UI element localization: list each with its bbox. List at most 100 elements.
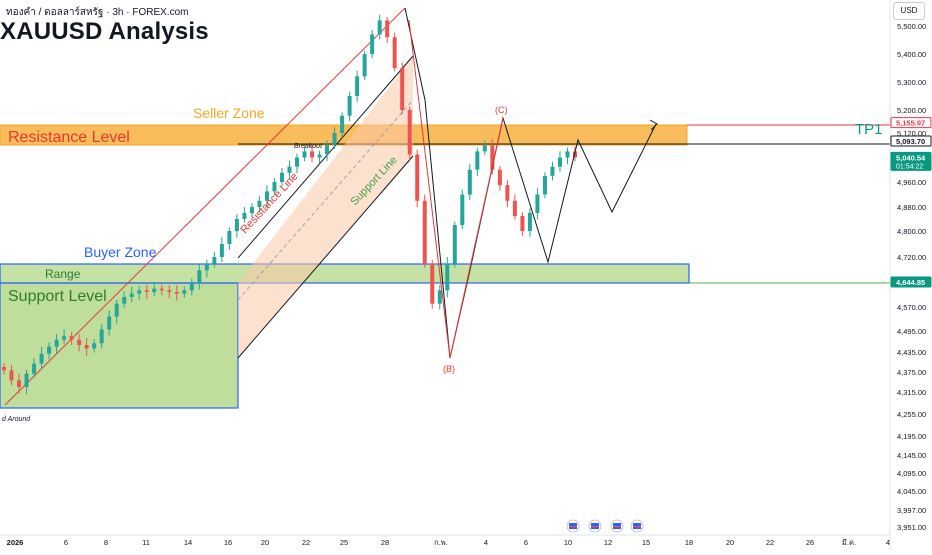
y-tick-label: 4,375.00 — [897, 368, 926, 377]
candle-body — [437, 290, 442, 304]
candle — [77, 334, 82, 352]
candle — [452, 221, 457, 268]
seller-zone-label: Seller Zone — [193, 105, 265, 121]
price-tag-box — [890, 276, 932, 288]
candle — [422, 194, 427, 268]
candle-body — [542, 175, 547, 195]
y-tick-label: 5,200.00 — [897, 106, 926, 115]
candle — [144, 285, 149, 299]
channel-lower-line — [237, 155, 414, 359]
candle — [24, 369, 29, 395]
currency-button[interactable]: USD — [893, 2, 925, 20]
candle — [310, 145, 315, 163]
price-tag-label: 5,155.97 — [896, 119, 925, 128]
candle — [212, 251, 217, 268]
candle — [400, 62, 405, 115]
candle — [505, 180, 510, 208]
y-tick-label: 4,880.00 — [897, 203, 926, 212]
candle-body — [272, 182, 277, 192]
candle-body — [227, 231, 232, 244]
candle-body — [84, 345, 89, 349]
x-tick-label: 22 — [302, 538, 310, 547]
candle — [460, 189, 465, 230]
event-flag-icon — [588, 519, 602, 533]
candle — [415, 149, 420, 208]
candle-body — [355, 76, 360, 96]
y-tick-label: 5,300.00 — [897, 78, 926, 87]
candle-body — [77, 339, 82, 345]
candle-body — [92, 343, 97, 349]
candle-body — [264, 191, 269, 201]
price-tag: 5,155.97 — [890, 117, 932, 129]
candle — [430, 259, 435, 309]
candle — [9, 365, 14, 386]
candle-body — [385, 20, 390, 38]
candle — [482, 140, 487, 156]
x-tick-label: 6 — [64, 538, 68, 547]
candle-body — [482, 145, 487, 152]
candle-body — [302, 151, 307, 158]
candle — [17, 373, 22, 394]
candle-body — [249, 207, 254, 213]
x-tick-label: 26 — [806, 538, 814, 547]
candle-body — [39, 353, 44, 364]
candle-body — [452, 225, 457, 264]
candle-body — [189, 283, 194, 291]
candle — [317, 150, 322, 164]
candle-body — [197, 270, 202, 284]
candle — [234, 214, 239, 238]
candle — [340, 112, 345, 138]
price-tag-label: 5,040.54 — [896, 153, 926, 162]
candle — [197, 263, 202, 290]
candle — [407, 106, 412, 160]
x-tick-label: 22 — [766, 538, 774, 547]
x-tick-label: 18 — [685, 538, 693, 547]
candle — [437, 285, 442, 310]
candle-body — [430, 263, 435, 304]
candle-body — [377, 20, 382, 35]
event-flag-icon — [630, 519, 644, 533]
candle-body — [565, 151, 570, 158]
candle — [295, 153, 300, 174]
x-tick-label: 11 — [142, 538, 150, 547]
symbol-line: ทองคำ / ดอลลาร์สหรัฐ · 3h · FOREX.com — [6, 7, 189, 18]
candle-body — [475, 151, 480, 170]
candle — [137, 286, 142, 300]
candle-body — [535, 194, 540, 213]
candle — [107, 310, 112, 336]
y-tick-label: 5,120.00 — [897, 129, 926, 138]
candle-body — [24, 373, 29, 387]
y-tick-label: 4,045.00 — [897, 487, 926, 496]
candle — [535, 188, 540, 220]
candle — [527, 208, 532, 237]
candle — [114, 299, 119, 324]
candle — [69, 332, 74, 345]
candle-body — [129, 293, 134, 297]
price-tag: 5,093.70 — [890, 135, 932, 147]
range-zone — [0, 263, 690, 284]
candle-body — [204, 263, 209, 271]
y-tick-label: 4,720.00 — [897, 253, 926, 262]
x-tick-label: 15 — [642, 538, 650, 547]
candle-body — [422, 200, 427, 264]
candle-body — [54, 339, 59, 347]
candle — [2, 363, 6, 375]
candle — [242, 207, 247, 223]
candle-body — [17, 380, 22, 387]
candle-body — [497, 169, 502, 186]
point-b-label: (B) — [443, 364, 455, 374]
candle-body — [159, 288, 164, 291]
candle-body — [460, 194, 465, 225]
candle — [550, 161, 555, 181]
price-tag-box — [890, 135, 932, 147]
x-tick-label: 4 — [484, 538, 488, 547]
price-tag-countdown: 01:54:22 — [896, 163, 923, 170]
candle-body — [407, 110, 412, 155]
x-tick-label: 14 — [184, 538, 192, 547]
candle-body — [317, 154, 322, 158]
candle — [332, 127, 337, 149]
candle-body — [505, 185, 510, 201]
candle — [565, 147, 570, 164]
